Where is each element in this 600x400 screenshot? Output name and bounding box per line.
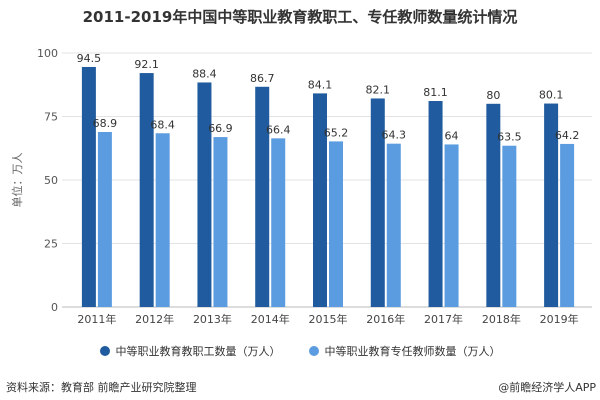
- y-tick-label: 50: [44, 174, 58, 187]
- data-label: 63.5: [497, 131, 522, 144]
- data-label: 94.5: [77, 52, 102, 65]
- data-label: 64.3: [382, 129, 407, 142]
- bar: [213, 137, 228, 307]
- y-tick-label: 75: [44, 111, 58, 124]
- data-label: 66.4: [266, 123, 291, 136]
- x-tick-label: 2018年: [482, 312, 521, 326]
- bar: [386, 143, 401, 307]
- bar: [197, 82, 212, 308]
- data-label: 82.1: [366, 83, 391, 96]
- legend: 中等职业教育教职工数量（万人） 中等职业教育专任教师数量（万人）: [0, 343, 600, 359]
- data-label: 65.2: [324, 126, 349, 139]
- data-label: 68.4: [150, 118, 175, 131]
- bar: [139, 73, 154, 307]
- x-tick-label: 2016年: [366, 312, 405, 326]
- data-label: 68.9: [93, 117, 118, 130]
- bar: [81, 66, 96, 307]
- y-tick-label: 0: [51, 301, 58, 314]
- data-label: 64: [445, 129, 459, 142]
- bar: [97, 131, 112, 307]
- bar: [271, 138, 286, 307]
- y-tick-label: 25: [44, 238, 58, 251]
- data-label: 86.7: [250, 72, 275, 85]
- bar: [502, 145, 517, 307]
- chart-title: 2011-2019年中国中等职业教育教职工、专任教师数量统计情况: [82, 8, 518, 26]
- x-tick-label: 2012年: [135, 312, 174, 326]
- data-label: 81.1: [423, 86, 448, 99]
- source-note: 资料来源：教育部 前瞻产业研究院整理: [6, 381, 197, 394]
- bar: [370, 98, 385, 307]
- bar: [313, 93, 327, 307]
- legend-item-teachers[interactable]: 中等职业教育专任教师数量（万人）: [308, 343, 501, 359]
- data-label: 66.9: [208, 122, 233, 135]
- data-label: 84.1: [308, 78, 333, 91]
- data-label: 64.2: [555, 129, 580, 142]
- x-tick-label: 2013年: [193, 312, 232, 326]
- credit: @前瞻经济学人APP: [498, 381, 596, 394]
- legend-swatch: [308, 346, 319, 356]
- data-label: 80: [486, 89, 500, 102]
- x-tick-label: 2015年: [309, 312, 348, 326]
- data-label: 88.4: [192, 67, 217, 80]
- legend-item-staff[interactable]: 中等职业教育教职工数量（万人）: [99, 343, 281, 359]
- data-label: 80.1: [539, 89, 564, 102]
- bar: [486, 103, 501, 307]
- bar: [428, 101, 443, 307]
- bar: [444, 144, 459, 307]
- legend-label: 中等职业教育专任教师数量（万人）: [324, 345, 501, 358]
- bar: [155, 133, 170, 307]
- bar: [329, 141, 343, 307]
- x-tick-label: 2014年: [251, 312, 290, 326]
- x-tick-label: 2011年: [77, 312, 116, 326]
- legend-label: 中等职业教育教职工数量（万人）: [115, 345, 281, 358]
- bar: [560, 143, 575, 307]
- legend-swatch: [99, 346, 110, 356]
- data-label: 92.1: [134, 58, 159, 71]
- y-axis-label: 单位：万人: [11, 152, 24, 208]
- x-tick-label: 2017年: [424, 312, 463, 326]
- bar: [255, 86, 270, 307]
- x-tick-label: 2019年: [540, 312, 579, 326]
- y-tick-label: 100: [37, 47, 58, 60]
- bar: [544, 103, 559, 308]
